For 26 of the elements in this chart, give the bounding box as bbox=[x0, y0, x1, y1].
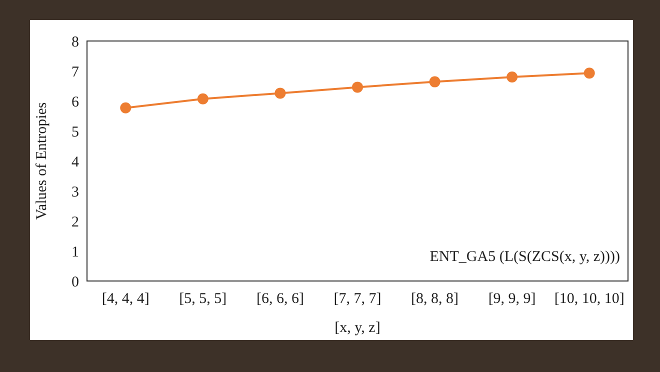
annotation: ENT_GA5 (L(S(ZCS(x, y, z)))) bbox=[430, 249, 620, 265]
x-tick-label: [10, 10, 10] bbox=[554, 291, 624, 307]
point bbox=[197, 93, 208, 104]
y-tick-label: 5 bbox=[72, 124, 79, 140]
point bbox=[352, 82, 363, 93]
point bbox=[120, 102, 132, 114]
x-tick-label: [8, 8, 8] bbox=[411, 291, 459, 307]
x-axis-title: [x, y, z] bbox=[334, 320, 380, 336]
x-tick-label: [9, 9, 9] bbox=[488, 291, 536, 307]
x-tick-label: [5, 5, 5] bbox=[179, 291, 227, 307]
y-tick-label: 8 bbox=[72, 34, 79, 50]
point bbox=[429, 76, 440, 88]
point bbox=[274, 88, 286, 99]
point bbox=[506, 72, 518, 82]
y-tick-label: 3 bbox=[72, 184, 79, 200]
x-tick-label: [4, 4, 4] bbox=[102, 291, 150, 307]
point bbox=[584, 68, 595, 79]
y-tick-label: 1 bbox=[72, 244, 79, 260]
y-tick-label: 2 bbox=[72, 214, 79, 230]
y-tick-label: 6 bbox=[72, 94, 80, 110]
y-tick-label: 0 bbox=[72, 274, 79, 290]
x-tick-label: [7, 7, 7] bbox=[334, 291, 382, 307]
y-tick-label: 4 bbox=[72, 154, 80, 170]
y-axis-title: Values of Entropies bbox=[34, 102, 50, 220]
x-tick-label: [6, 6, 6] bbox=[256, 291, 304, 307]
y-tick-label: 7 bbox=[72, 64, 80, 80]
